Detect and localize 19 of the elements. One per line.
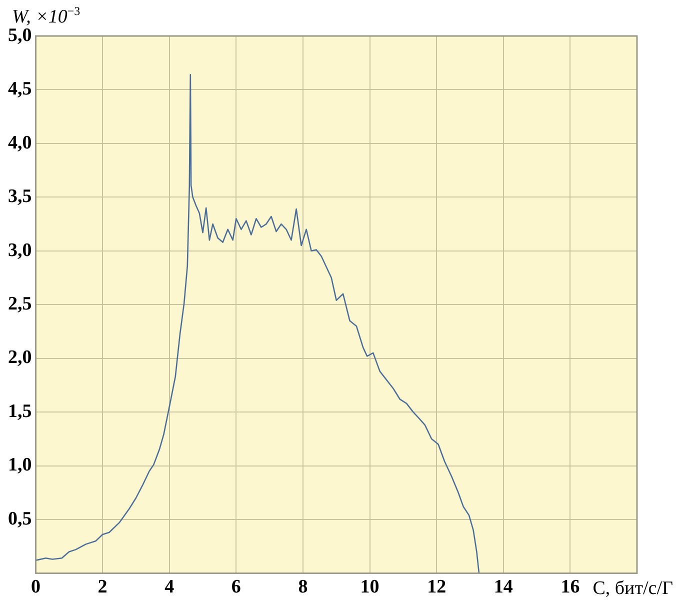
x-tick-label: 0 [31, 576, 40, 598]
x-tick-label: 4 [164, 576, 175, 598]
x-tick-label: 8 [298, 576, 308, 598]
y-tick-label: 3,5 [8, 186, 32, 208]
x-tick-label: 12 [427, 576, 446, 598]
y-tick-label: 4,0 [8, 132, 32, 154]
x-tick-label: 2 [98, 576, 108, 598]
y-tick-label: 2,5 [8, 294, 32, 315]
x-tick-label: 10 [360, 576, 380, 598]
x-tick-label: 14 [494, 576, 514, 598]
y-tick-label: 4,5 [8, 78, 32, 100]
x-tick-label: 6 [231, 576, 241, 598]
y-tick-label: 2,0 [8, 347, 32, 368]
x-tick-label: 16 [560, 576, 580, 598]
y-tick-label: 0,5 [8, 508, 32, 530]
x-axis-title: C, бит/с/Г [592, 578, 673, 600]
y-tick-label: 3,0 [8, 240, 32, 261]
y-tick-label: 1,0 [8, 454, 32, 476]
y-tick-label: 1,5 [8, 400, 32, 422]
